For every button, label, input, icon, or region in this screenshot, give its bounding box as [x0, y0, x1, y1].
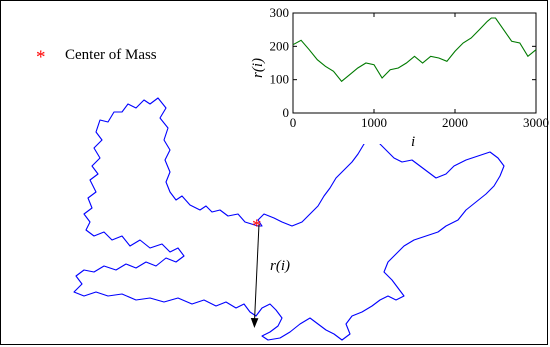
- legend: * Center of Mass: [36, 47, 157, 68]
- radius-label: r(i): [270, 258, 290, 274]
- inset-xtick-label: 0: [290, 115, 297, 130]
- legend-label: Center of Mass: [65, 47, 157, 63]
- inset-plot: 0 1000 2000 3000 0 100 200 300 r(i) i: [250, 2, 549, 150]
- inset-xtick-label: 2000: [442, 115, 468, 130]
- inset-frame: [292, 12, 537, 114]
- inset-ytick-label: 200: [270, 38, 290, 53]
- inset-xlabel: i: [411, 134, 415, 150]
- radius-arrow: [250, 223, 260, 328]
- inset-xtick-label: 3000: [523, 115, 549, 130]
- polymer-walk-curve: [73, 97, 505, 341]
- inset-series-line: [292, 17, 537, 83]
- legend-marker: *: [36, 47, 46, 68]
- inset-ytick-label: 300: [270, 5, 290, 20]
- inset-background: [251, 2, 544, 144]
- inset-ticks: 0 1000 2000 3000 0 100 200 300: [270, 5, 550, 130]
- inset-ytick-label: 0: [283, 105, 290, 120]
- center-of-mass-marker: *: [252, 216, 262, 237]
- inset-ylabel: r(i): [250, 58, 266, 78]
- inset-ytick-label: 100: [270, 72, 290, 87]
- inset-xtick-label: 1000: [361, 115, 387, 130]
